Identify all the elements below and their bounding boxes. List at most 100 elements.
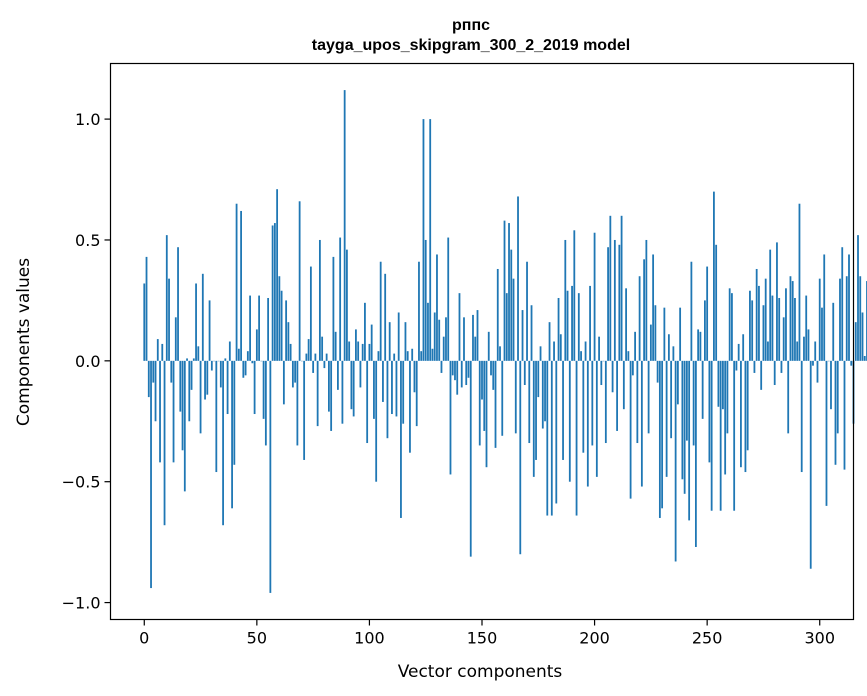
bar-component-216 — [629, 360, 632, 499]
x-tick-label: 0 — [139, 629, 149, 648]
bar-component-241 — [685, 360, 688, 441]
bar-component-198 — [589, 285, 591, 361]
bar-component-318 — [859, 276, 862, 361]
bar-component-55 — [267, 297, 270, 361]
y-tick-label: 0.0 — [75, 352, 100, 371]
bar-component-47 — [249, 295, 251, 361]
bar-component-67 — [294, 360, 297, 383]
bar-component-144 — [467, 360, 470, 378]
bar-component-266 — [742, 334, 745, 361]
bar-component-50 — [255, 329, 258, 361]
bar-component-61 — [280, 290, 283, 361]
x-tick-label: 150 — [467, 629, 498, 648]
bar-component-245 — [694, 360, 697, 547]
bar-component-128 — [431, 348, 434, 361]
bar-component-168 — [521, 310, 524, 361]
bar-component-301 — [821, 307, 823, 361]
bar-component-76 — [314, 353, 317, 361]
bar-component-240 — [683, 360, 686, 494]
bar-component-280 — [773, 360, 776, 386]
bar-component-218 — [634, 331, 636, 361]
bar-component-178 — [544, 360, 546, 422]
bar-component-64 — [287, 322, 290, 361]
bar-component-129 — [433, 312, 436, 361]
bar-component-277 — [767, 341, 769, 361]
bar-component-259 — [726, 360, 729, 434]
bar-component-172 — [530, 305, 533, 361]
bar-component-174 — [535, 360, 537, 460]
bar-component-94 — [355, 329, 357, 361]
bar-component-1 — [145, 256, 148, 361]
x-axis: 0 50 100 150 200 250 300 — [139, 619, 835, 648]
bar-component-311 — [843, 360, 846, 470]
bar-component-115 — [402, 360, 405, 424]
bar-component-66 — [291, 360, 294, 388]
bar-component-310 — [841, 247, 844, 361]
x-tick-label: 200 — [579, 629, 610, 648]
bar-component-220 — [638, 276, 641, 361]
bar-component-65 — [289, 343, 292, 361]
bar-component-279 — [771, 295, 774, 361]
bar-component-230 — [661, 360, 664, 509]
bar-component-196 — [584, 341, 587, 361]
bar-component-314 — [850, 360, 853, 366]
bar-component-13 — [172, 360, 175, 463]
bar-component-126 — [427, 302, 429, 361]
bar-component-210 — [616, 360, 618, 431]
bar-component-133 — [442, 336, 445, 361]
bar-component-316 — [854, 322, 857, 361]
bar-component-189 — [568, 360, 571, 482]
bar-component-319 — [861, 312, 864, 361]
bar-component-229 — [658, 360, 661, 518]
bar-component-24 — [197, 346, 200, 361]
bar-component-21 — [190, 360, 193, 390]
bar-component-175 — [537, 360, 540, 398]
bar-component-136 — [449, 360, 452, 475]
bar-component-36 — [224, 358, 227, 361]
bar-component-268 — [746, 360, 749, 451]
bar-component-276 — [764, 278, 767, 361]
bar-component-232 — [665, 360, 668, 477]
bar-component-213 — [622, 360, 625, 410]
bar-component-62 — [282, 360, 285, 405]
bar-component-23 — [195, 283, 197, 361]
bar-component-223 — [645, 239, 648, 361]
bar-component-80 — [323, 360, 326, 369]
bar-component-152 — [485, 360, 488, 468]
bar-component-272 — [755, 268, 758, 361]
bar-component-117 — [406, 351, 409, 361]
bar-component-68 — [296, 360, 299, 446]
bar-component-113 — [397, 312, 400, 361]
bar-component-72 — [305, 353, 308, 361]
bar-component-235 — [672, 346, 675, 361]
bar-component-19 — [186, 358, 188, 361]
axes-frame — [109, 62, 855, 621]
bar-component-295 — [807, 329, 810, 361]
bar-component-215 — [627, 351, 630, 361]
y-axis: −1.0 −0.5 0.0 0.5 1.0 — [62, 110, 111, 613]
bar-component-183 — [555, 360, 558, 504]
bar-component-202 — [598, 336, 600, 361]
bar-component-171 — [528, 360, 531, 444]
bar-component-96 — [359, 360, 362, 388]
bar-component-225 — [649, 324, 652, 361]
bar-component-74 — [309, 266, 312, 361]
bar-component-306 — [832, 302, 835, 361]
bar-component-254 — [715, 244, 718, 361]
bar-component-212 — [620, 215, 623, 361]
bar-component-91 — [348, 341, 351, 361]
bar-component-273 — [758, 285, 760, 361]
bar-component-39 — [231, 360, 233, 509]
bar-component-142 — [463, 317, 465, 361]
bar-component-258 — [724, 360, 727, 475]
bar-component-270 — [751, 300, 754, 361]
bar-component-22 — [192, 358, 195, 361]
bar-component-120 — [413, 360, 416, 393]
bar-component-29 — [208, 300, 211, 361]
bar-component-60 — [278, 276, 281, 361]
bar-component-32 — [215, 360, 218, 473]
bar-component-155 — [492, 360, 495, 390]
bar-component-122 — [418, 261, 420, 361]
bar-component-184 — [557, 297, 560, 361]
bar-component-291 — [798, 203, 801, 361]
